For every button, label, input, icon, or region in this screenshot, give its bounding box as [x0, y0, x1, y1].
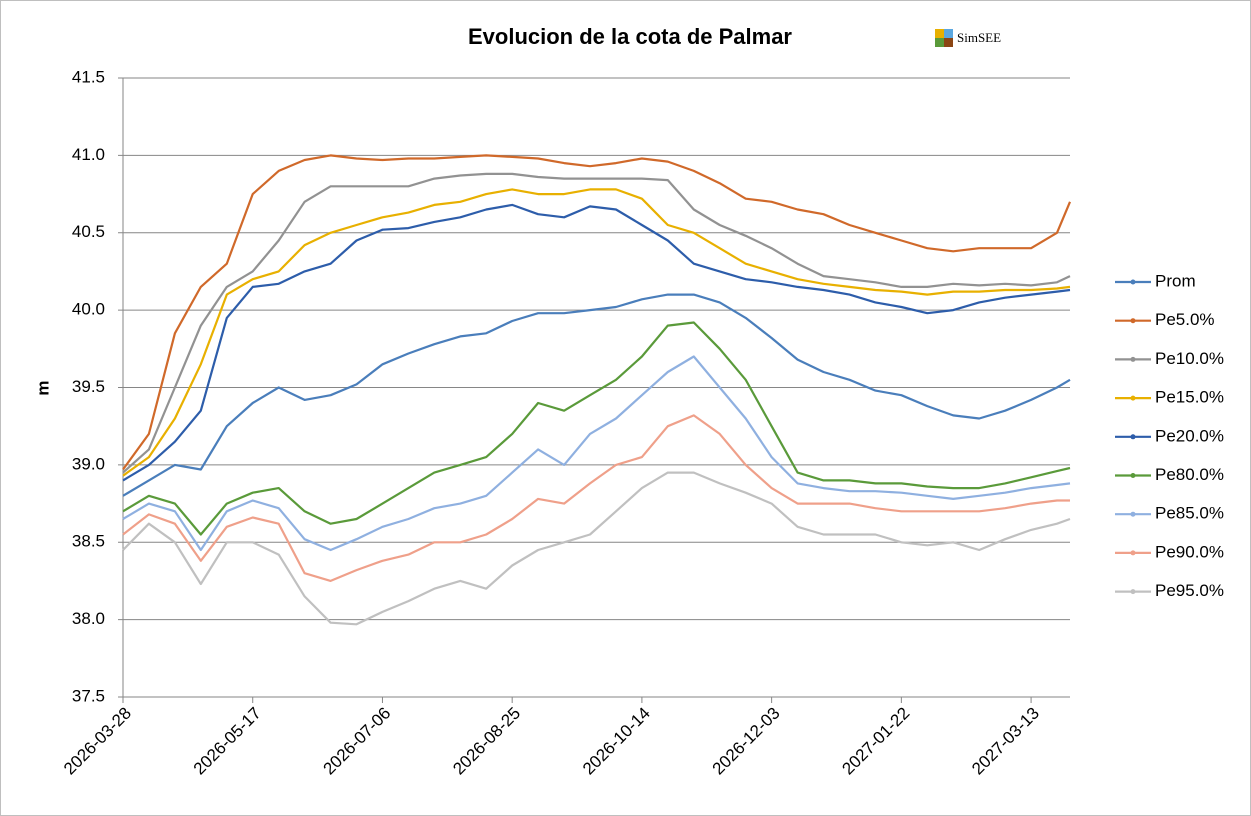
logo-icon: [935, 29, 953, 47]
legend-label: Pe5.0%: [1155, 310, 1215, 329]
chart-title: Evolucion de la cota de Palmar: [468, 24, 792, 49]
y-tick-label: 39.5: [72, 377, 105, 396]
legend-label: Pe15.0%: [1155, 388, 1224, 407]
legend-label: Pe95.0%: [1155, 581, 1224, 600]
series-line: [122, 188, 1071, 477]
series-line: [122, 355, 1071, 552]
legend-marker: [1130, 318, 1136, 324]
legend-marker: [1130, 511, 1136, 517]
legend-marker: [1130, 473, 1136, 478]
y-tick-label: 40.5: [72, 222, 105, 241]
y-tick-label: 38.5: [72, 532, 105, 551]
series-line: [122, 203, 1071, 482]
legend-marker: [1130, 395, 1136, 401]
series-line: [122, 154, 1072, 471]
legend-marker: [1130, 589, 1136, 595]
legend-label: Pe85.0%: [1155, 504, 1224, 523]
series-line: [122, 293, 1071, 497]
legend-label: Prom: [1155, 271, 1196, 290]
y-tick-label: 38.0: [72, 609, 105, 628]
series-line: [122, 172, 1071, 474]
y-axis-label: m: [33, 380, 52, 395]
legend-marker: [1130, 434, 1136, 440]
legend-label: Pe90.0%: [1155, 542, 1224, 561]
y-tick-label: 39.0: [72, 454, 105, 473]
series-line: [122, 414, 1070, 582]
legend-marker: [1130, 550, 1136, 556]
series-line: [122, 321, 1071, 536]
legend-marker: [1130, 279, 1136, 285]
legend-label: Pe80.0%: [1155, 465, 1224, 484]
y-tick-label: 40.0: [72, 300, 105, 319]
logo-text: SimSEE: [957, 30, 1001, 45]
legend-marker: [1130, 356, 1136, 362]
series-line: [122, 471, 1071, 626]
y-tick-label: 41.0: [72, 145, 105, 164]
y-tick-label: 41.5: [72, 67, 105, 86]
legend-label: Pe10.0%: [1155, 349, 1224, 368]
legend-label: Pe20.0%: [1155, 426, 1224, 445]
y-tick-label: 37.5: [72, 686, 105, 705]
